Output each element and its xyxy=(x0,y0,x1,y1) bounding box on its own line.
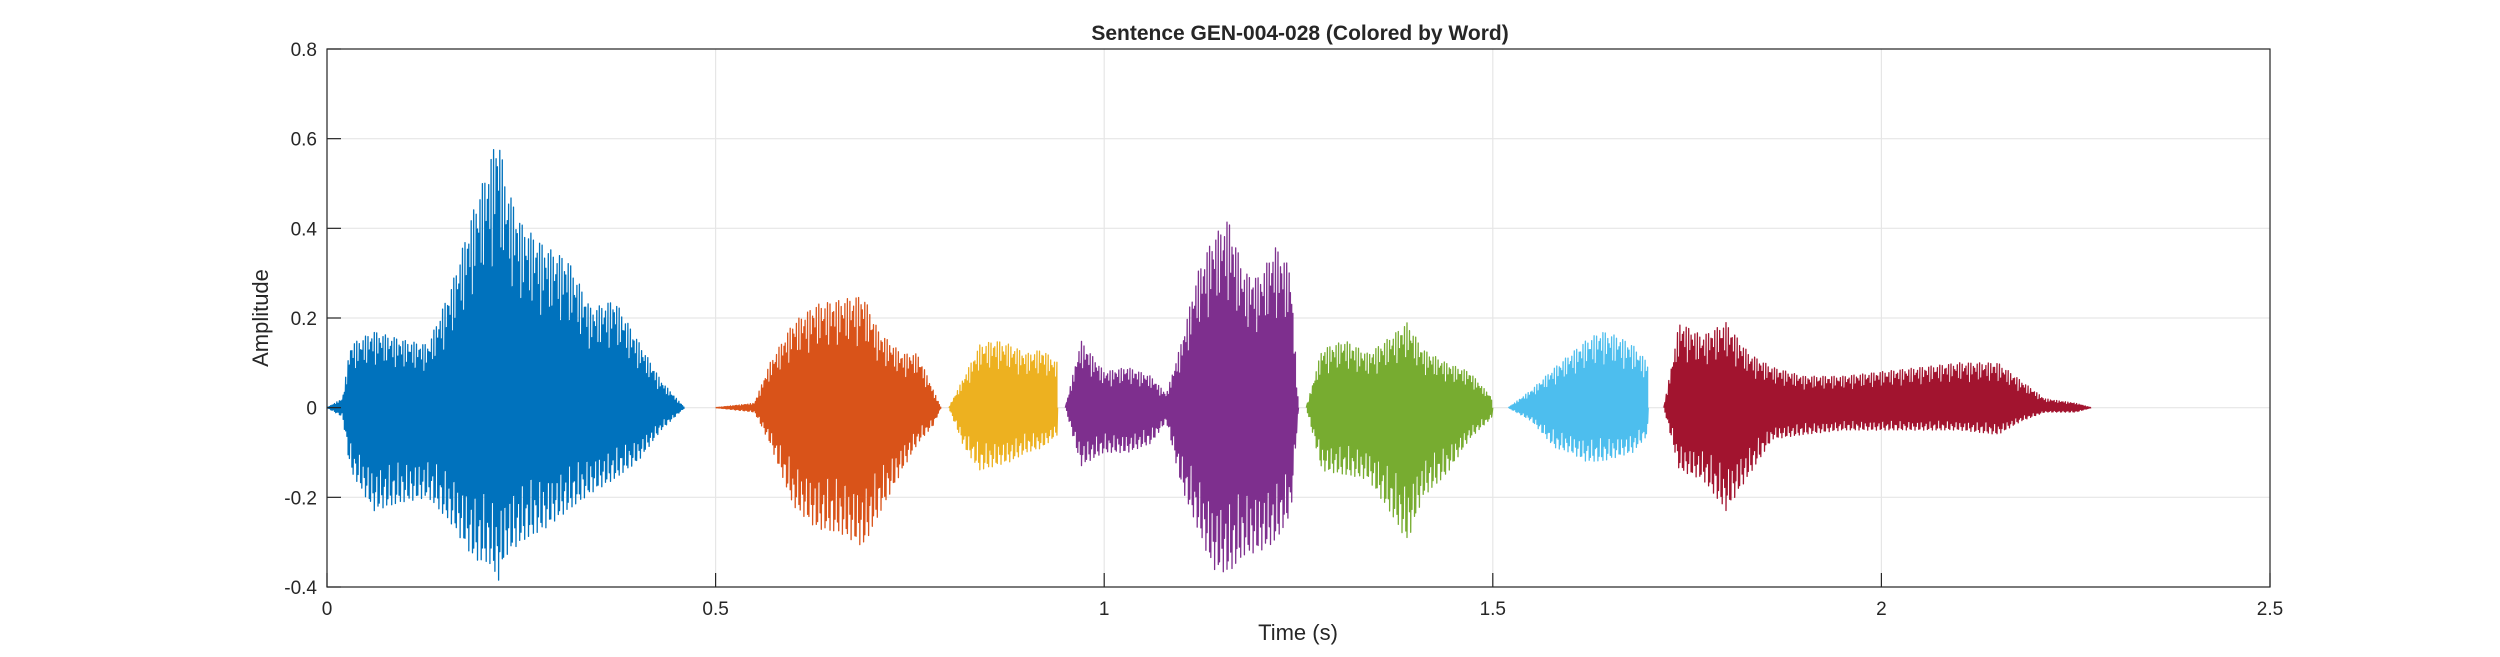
y-tick-label: 0.4 xyxy=(291,219,318,240)
x-tick-label: 0.5 xyxy=(702,599,728,620)
grid xyxy=(326,48,2271,588)
chart-title: Sentence GEN-004-028 (Colored by Word) xyxy=(1091,22,1508,45)
waveform-word-5 xyxy=(1305,322,1494,539)
y-tick-label: -0.4 xyxy=(284,578,317,599)
x-tick-label: 2 xyxy=(1876,599,1887,620)
waveform-word-1 xyxy=(326,149,685,581)
x-axis-label: Time (s) xyxy=(1258,620,1338,645)
x-tick-label: 1 xyxy=(1099,599,1110,620)
waveform-series xyxy=(326,149,2092,581)
waveform-word-6 xyxy=(1507,332,1649,462)
y-tick-label: 0 xyxy=(306,399,317,420)
waveform-word-4 xyxy=(1064,221,1300,573)
y-tick-label: -0.2 xyxy=(284,488,317,509)
x-tick-label: 2.5 xyxy=(2257,599,2283,620)
waveform-word-3 xyxy=(948,341,1059,471)
y-tick-label: 0.8 xyxy=(291,40,317,61)
x-tick-label: 1.5 xyxy=(1480,599,1506,620)
x-axis-ticks: 0 0.5 1 1.5 2 2.5 xyxy=(322,573,2283,620)
y-axis-label: Amplitude xyxy=(248,269,273,367)
y-axis-ticks: -0.4 -0.2 0 0.2 0.4 0.6 0.8 xyxy=(284,40,341,599)
waveform-word-2 xyxy=(715,296,942,546)
waveform-word-7 xyxy=(1663,321,2092,512)
y-tick-label: 0.6 xyxy=(291,130,317,151)
x-tick-label: 0 xyxy=(322,599,333,620)
y-tick-label: 0.2 xyxy=(291,309,317,330)
